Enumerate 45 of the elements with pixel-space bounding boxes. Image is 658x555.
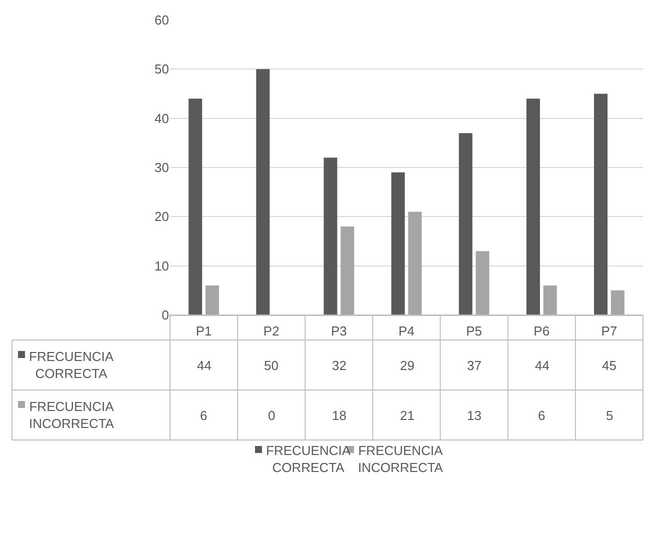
data-label: 18 <box>332 408 346 423</box>
bar <box>188 98 202 315</box>
data-label: 44 <box>197 358 212 373</box>
data-label: 37 <box>467 358 482 373</box>
bar <box>458 133 472 315</box>
data-label: 5 <box>606 408 614 423</box>
bar <box>256 69 270 315</box>
data-label: 6 <box>538 408 546 423</box>
y-tick-label: 30 <box>154 160 169 176</box>
bar <box>340 226 354 315</box>
y-tick-label: 20 <box>154 209 169 224</box>
x-tick-label: P4 <box>398 324 414 339</box>
x-tick-label: P3 <box>330 324 347 339</box>
bar <box>594 94 608 315</box>
legend-label: FRECUENCIA INCORRECTA <box>29 399 114 431</box>
y-tick-label: 50 <box>154 62 169 77</box>
y-tick-label: 10 <box>154 258 169 274</box>
y-tick-label: 0 <box>162 308 169 323</box>
data-label: 13 <box>467 408 482 423</box>
legend-label: FRECUENCIA CORRECTA <box>29 349 114 381</box>
x-tick-label: P1 <box>196 324 212 339</box>
bar <box>476 251 490 315</box>
x-tick-label: P7 <box>601 324 618 339</box>
data-label: 32 <box>332 358 346 373</box>
bar <box>324 158 338 315</box>
text: FRECUENCIA CORRECTA <box>266 443 351 475</box>
y-tick-label: 60 <box>154 12 169 28</box>
data-label: 21 <box>400 408 414 423</box>
data-label: 0 <box>268 408 276 423</box>
data-label: 6 <box>200 408 208 423</box>
bar <box>408 212 422 315</box>
data-label: 45 <box>602 358 616 373</box>
bar <box>526 98 540 315</box>
x-tick-label: P6 <box>534 324 550 339</box>
data-label: 50 <box>264 358 278 373</box>
x-tick-label: P2 <box>263 324 280 339</box>
data-label: 44 <box>535 358 550 373</box>
bar <box>205 286 219 315</box>
text: FRECUENCIA INCORRECTA <box>358 443 443 475</box>
bar <box>610 290 624 315</box>
x-tick-label: P5 <box>466 324 482 339</box>
y-tick-label: 40 <box>154 110 169 126</box>
bar <box>543 286 557 315</box>
bar <box>391 172 405 315</box>
data-label: 29 <box>400 358 414 373</box>
